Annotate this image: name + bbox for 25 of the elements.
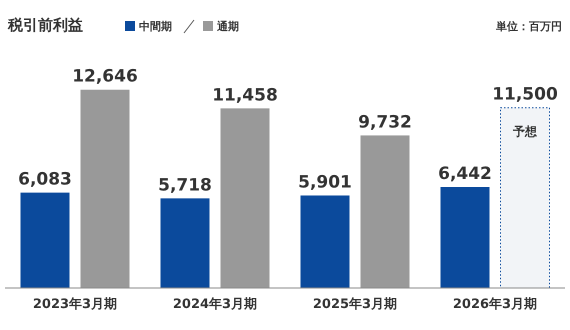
data-label: 6,442 <box>438 164 492 184</box>
data-label: 9,732 <box>358 112 412 132</box>
x-tick-label: 2024年3月期 <box>172 297 258 312</box>
bar <box>300 195 350 288</box>
text: 単位：百万円 <box>495 20 562 33</box>
x-tick-label: 2025年3月期 <box>312 297 398 312</box>
bar <box>80 90 130 288</box>
bar <box>440 187 490 288</box>
bar <box>360 135 410 288</box>
annotation: 予想 <box>512 124 538 139</box>
bar <box>160 198 210 288</box>
bar <box>220 108 270 288</box>
bar <box>20 192 70 288</box>
bar <box>500 107 550 288</box>
data-label: 5,901 <box>298 172 352 192</box>
legend-label: 中間期 <box>139 20 172 33</box>
x-tick-label: 2026年3月期 <box>452 297 538 312</box>
data-label: 11,500 <box>492 84 558 105</box>
data-label: 12,646 <box>72 66 138 87</box>
data-label: 5,718 <box>158 175 212 196</box>
x-tick-label: 2023年3月期 <box>32 297 118 312</box>
chart-title: 税引前利益 <box>7 16 83 34</box>
data-label: 6,083 <box>18 170 72 190</box>
data-label: 11,458 <box>212 85 278 106</box>
legend-label: 通期 <box>216 20 239 33</box>
